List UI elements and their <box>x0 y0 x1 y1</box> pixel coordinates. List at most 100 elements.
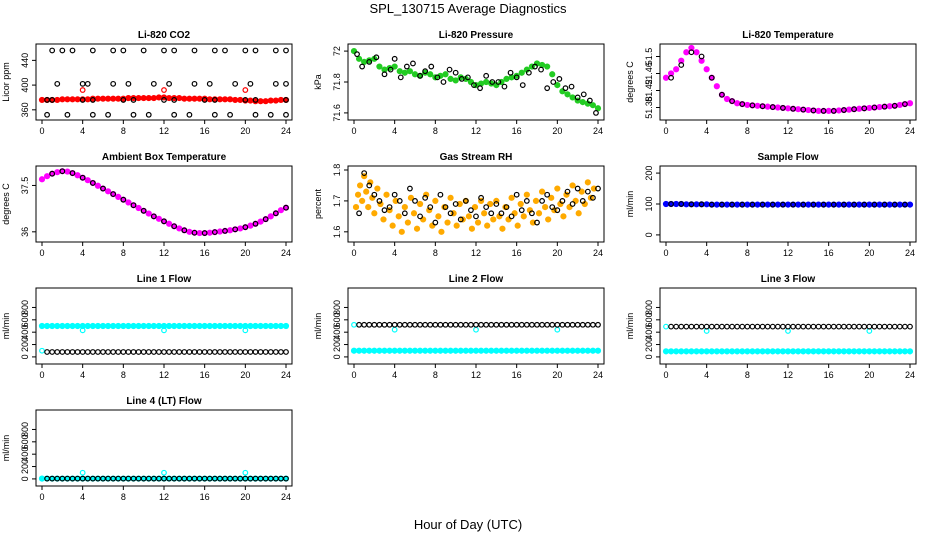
x-tick-label: 24 <box>905 370 915 380</box>
data-point <box>366 182 373 189</box>
data-point <box>759 201 766 208</box>
data-point <box>191 349 198 355</box>
data-point <box>488 321 495 328</box>
data-point <box>242 349 249 355</box>
data-point <box>181 349 188 355</box>
data-point <box>896 348 903 355</box>
data-point <box>718 348 726 355</box>
data-point <box>278 349 284 355</box>
y-axis-label: percent <box>313 188 323 219</box>
data-point <box>739 348 746 355</box>
data-point <box>774 201 781 208</box>
data-point <box>222 47 228 54</box>
data-point <box>186 322 193 330</box>
data-point <box>432 197 439 205</box>
data-point <box>586 97 593 104</box>
data-point <box>693 323 700 330</box>
data-point <box>411 71 419 78</box>
data-point <box>105 349 111 355</box>
data-point <box>100 185 106 192</box>
data-point <box>452 347 459 354</box>
panel-title: Line 2 Flow <box>449 274 504 285</box>
data-point <box>411 347 419 354</box>
data-point <box>498 347 505 354</box>
data-point <box>518 69 525 76</box>
data-point <box>769 323 776 330</box>
data-point <box>535 210 543 217</box>
data-point <box>267 111 274 118</box>
data-point <box>395 213 402 220</box>
data-point <box>74 96 81 103</box>
data-point <box>125 199 132 206</box>
data-point <box>856 105 863 112</box>
data-point <box>396 321 403 328</box>
data-point <box>810 201 817 208</box>
x-tick-label: 0 <box>351 126 356 136</box>
data-point <box>140 322 147 330</box>
data-point <box>749 323 756 330</box>
data-point <box>171 47 178 54</box>
data-point <box>283 475 289 482</box>
data-point <box>44 111 50 118</box>
data-point <box>487 200 494 208</box>
data-point <box>713 201 720 208</box>
data-point <box>734 201 741 208</box>
data-point <box>493 201 500 207</box>
data-point <box>688 201 695 208</box>
data-point <box>453 222 460 229</box>
data-point <box>891 201 898 208</box>
data-point <box>881 348 888 355</box>
data-point <box>564 188 571 195</box>
data-point <box>99 95 107 102</box>
x-tick-label: 20 <box>864 248 874 258</box>
y-tick-label: 0 <box>20 354 30 359</box>
data-point <box>166 80 172 87</box>
data-point <box>442 71 449 78</box>
data-point <box>69 96 76 103</box>
data-point <box>835 323 842 330</box>
data-point <box>545 216 552 223</box>
data-point <box>851 201 857 208</box>
data-point <box>186 95 193 102</box>
data-point <box>272 210 279 217</box>
data-point <box>130 111 137 118</box>
data-point <box>507 69 514 76</box>
data-point <box>734 323 741 330</box>
y-tick-label: 600 <box>20 312 30 327</box>
data-point <box>871 348 878 355</box>
x-tick-label: 24 <box>593 126 603 136</box>
x-tick-label: 4 <box>704 126 709 136</box>
data-point <box>458 76 465 82</box>
x-tick-label: 8 <box>121 248 126 258</box>
data-point <box>569 201 576 207</box>
data-point <box>564 321 571 328</box>
data-point <box>366 59 373 65</box>
data-point <box>774 348 781 355</box>
data-point <box>120 47 127 54</box>
data-point <box>150 213 157 220</box>
data-point <box>501 83 508 90</box>
data-point <box>247 222 254 229</box>
data-point <box>74 172 81 179</box>
data-point <box>100 349 106 355</box>
data-point <box>549 204 556 210</box>
data-point <box>498 210 505 217</box>
data-point <box>435 213 442 220</box>
data-point <box>434 74 441 81</box>
data-point <box>392 197 399 205</box>
data-point <box>247 322 254 330</box>
data-point <box>64 322 71 330</box>
data-point <box>211 97 218 103</box>
data-point <box>201 97 208 103</box>
data-point <box>595 321 601 328</box>
data-point <box>161 349 167 355</box>
data-point <box>427 347 434 354</box>
data-point <box>196 322 203 330</box>
data-point <box>442 204 449 210</box>
data-point <box>125 322 132 330</box>
data-point <box>688 348 695 355</box>
data-point <box>272 80 279 87</box>
data-point <box>584 188 591 195</box>
data-point <box>529 219 537 226</box>
x-tick-label: 0 <box>39 126 44 136</box>
